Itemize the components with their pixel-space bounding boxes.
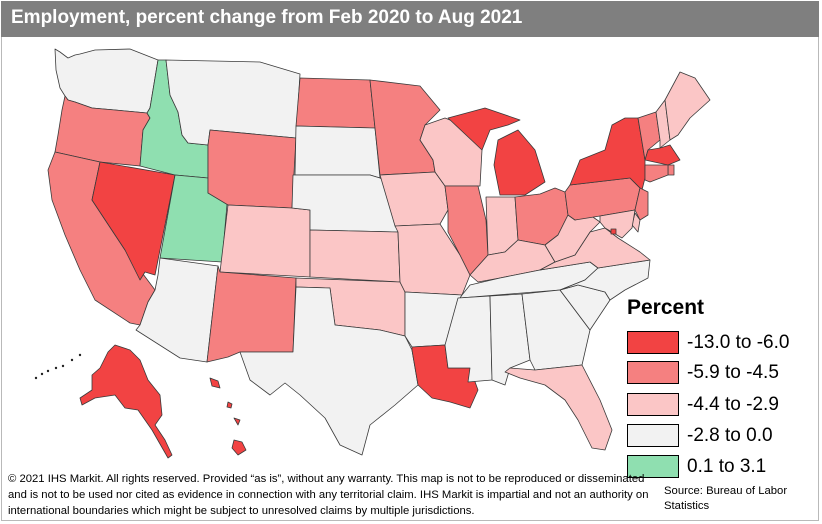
state-nd [295,77,376,129]
state-nc [559,259,651,301]
state-nj [634,187,649,221]
legend-item: -2.8 to 0.0 [627,424,817,449]
legend-swatch [627,331,679,354]
state-vt [637,111,661,161]
legend-item: -5.9 to -4.5 [627,361,817,386]
legend-item: -4.4 to -2.9 [627,393,817,418]
legend-item: -13.0 to -6.0 [627,331,817,356]
title-bar: Employment, percent change from Feb 2020… [1,1,819,37]
state-ak [79,344,173,459]
legend-swatch [627,361,679,384]
legend-swatch [627,455,679,478]
state-tx [239,286,419,456]
state-fl [504,364,613,451]
state-me [664,71,711,141]
alaska-islands [34,353,82,380]
state-ri [667,164,675,176]
legend-title: Percent [627,296,705,319]
legend-swatch [627,424,679,447]
map-title: Employment, percent change from Feb 2020… [11,7,523,28]
copyright-notice: © 2021 IHS Markit. All rights reserved. … [8,473,649,517]
state-wv [544,214,601,263]
state-ks [309,229,401,283]
state-md [599,209,636,239]
source-note: Source: Bureau of Labor Statistics [664,485,788,512]
state-co [219,204,311,278]
legend-label: -2.8 to 0.0 [687,425,773,446]
state-az [135,257,219,363]
legend-item: 0.1 to 3.1 [627,455,817,480]
state-hi [209,377,247,456]
legend-label: -13.0 to -6.0 [687,332,790,353]
legend-label: 0.1 to 3.1 [687,456,767,477]
state-nm [206,265,297,363]
state-wy [207,129,297,209]
legend-label: -4.4 to -2.9 [687,394,779,415]
legend-label: -5.9 to -4.5 [687,362,779,383]
state-mi [447,107,546,196]
state-dc [610,228,617,235]
state-ny [569,117,646,191]
state-sd [294,125,381,179]
legend-swatch [627,393,679,416]
state-ct [644,164,669,183]
